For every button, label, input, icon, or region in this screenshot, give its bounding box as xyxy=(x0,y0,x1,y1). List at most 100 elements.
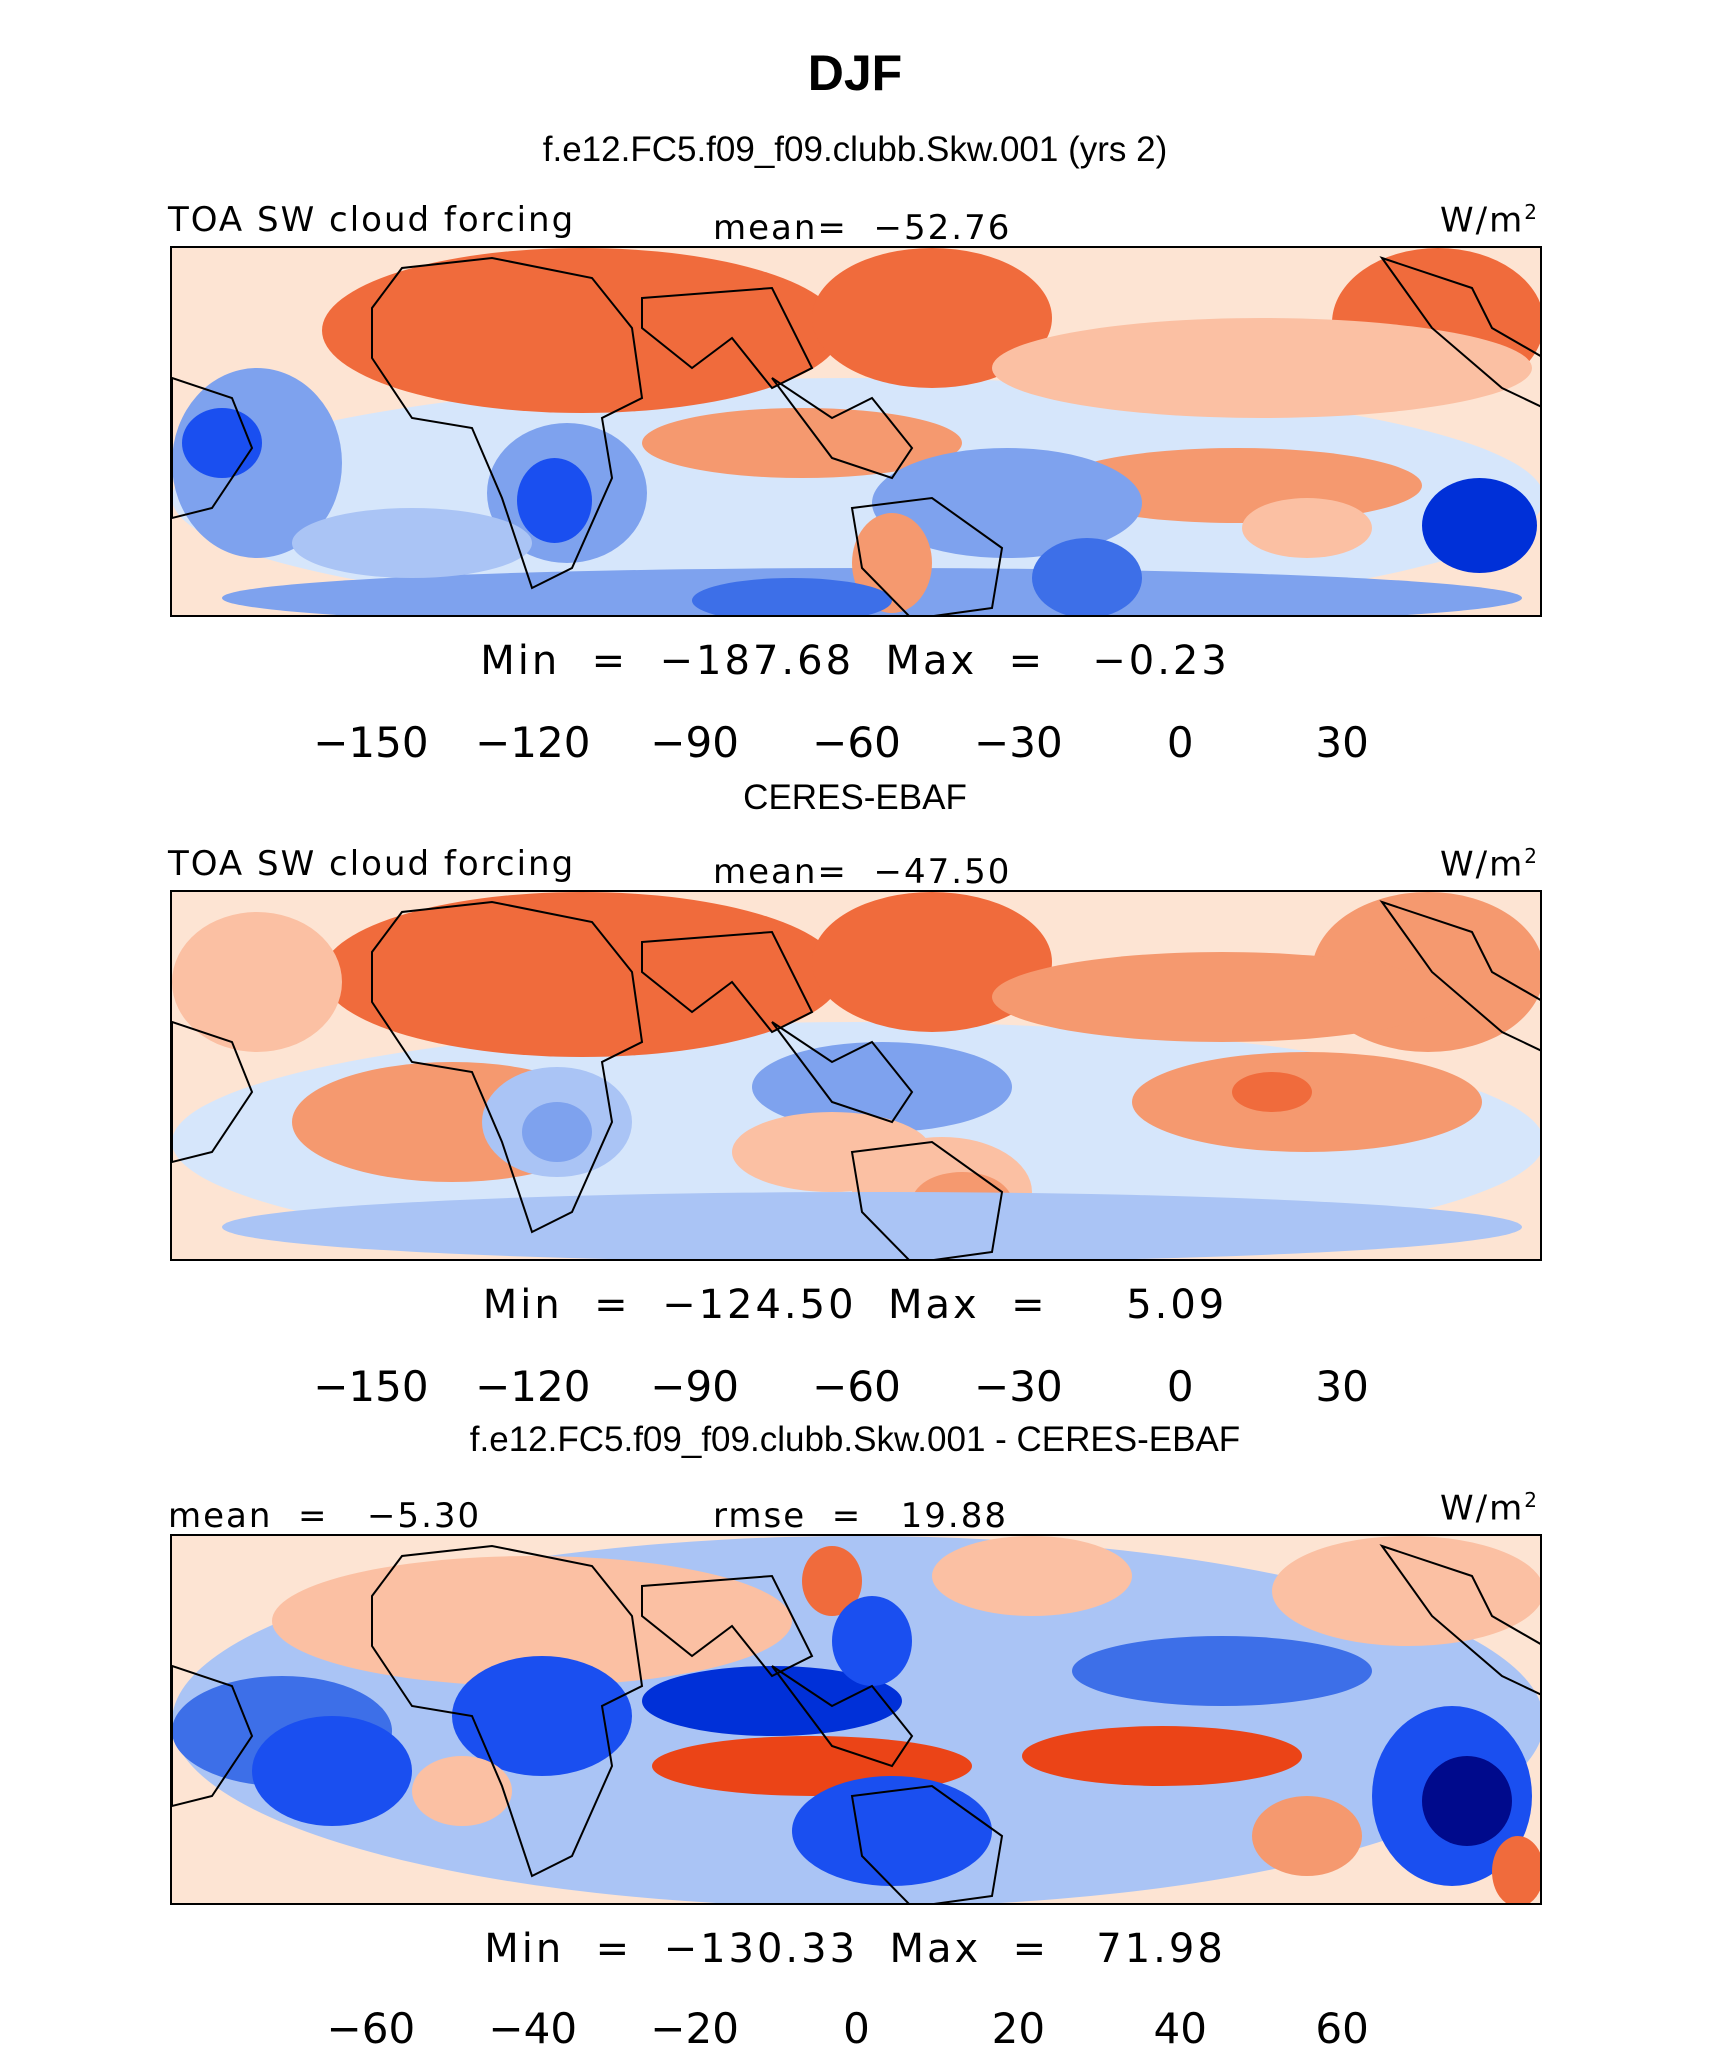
colorbar-tick-label: −150 xyxy=(313,1362,429,1411)
colorbar-tick-label: 40 xyxy=(1153,2004,1207,2053)
figure-title: DJF xyxy=(807,45,903,101)
field-contour-region xyxy=(692,578,892,615)
panel-3-units: W/m2 xyxy=(1440,1488,1539,1529)
panel-2-colorbar xyxy=(209,1326,1504,1360)
field-contour-region xyxy=(222,1192,1522,1259)
coastline xyxy=(172,1020,254,1164)
field-contour-region xyxy=(1492,1836,1540,1903)
field-contour-region xyxy=(752,1042,1012,1132)
panel-1-variable-label: TOA SW cloud forcing xyxy=(168,200,576,240)
field-contour-region xyxy=(322,892,842,1057)
colorbar-tick-label: −30 xyxy=(974,1362,1063,1411)
coastline xyxy=(850,1140,1004,1259)
field-contour-region xyxy=(1132,1052,1482,1152)
panel-3-title: f.e12.FC5.f09_f09.clubb.Skw.001 - CERES-… xyxy=(469,1420,1241,1459)
panel-1-colorbar xyxy=(209,682,1504,716)
field-contour-region xyxy=(832,1596,912,1686)
coastline xyxy=(371,1544,644,1878)
field-contour-region xyxy=(872,448,1142,558)
field-contour-region xyxy=(792,1776,992,1886)
field-contour-region xyxy=(732,1112,932,1192)
panel-1-units: W/m2 xyxy=(1440,200,1539,241)
field-contour-region xyxy=(932,1536,1132,1616)
panel-2-map-field xyxy=(172,892,1540,1259)
colorbar-tick-label: 20 xyxy=(991,2004,1046,2053)
coastline xyxy=(641,1574,814,1678)
panel-2-mean-label: mean= −47.50 xyxy=(713,852,1012,892)
field-contour-region xyxy=(252,1716,412,1826)
colorbar-tick-label: −120 xyxy=(475,1362,591,1411)
panel-2-title: CERES-EBAF xyxy=(743,778,967,817)
panel-3-colorbar-ticks: −60 −40 −20 0 20 40 60 xyxy=(209,2004,1504,2053)
panel-1-map-field xyxy=(172,248,1540,615)
coastline xyxy=(771,1021,914,1124)
colorbar-tick-label: 0 xyxy=(1166,718,1194,767)
field-contour-region xyxy=(412,1756,512,1826)
panel-2-units: W/m2 xyxy=(1440,844,1539,885)
field-contour-region xyxy=(812,248,1052,388)
panel-2-variable-label: TOA SW cloud forcing xyxy=(168,844,576,884)
colorbar-tick-label: −40 xyxy=(488,2004,578,2053)
coastline xyxy=(172,1664,254,1808)
coastline xyxy=(771,1665,914,1768)
field-contour-region xyxy=(1032,538,1142,615)
coastline xyxy=(172,376,254,520)
coastline xyxy=(641,930,814,1034)
field-contour-region xyxy=(992,952,1452,1042)
colorbar-tick-label: −30 xyxy=(974,718,1063,767)
field-contour-region xyxy=(802,1546,862,1616)
colorbar-tick-label: 0 xyxy=(843,2004,870,2053)
field-contour-region xyxy=(1272,1536,1540,1646)
field-contour-region xyxy=(452,1656,632,1776)
coastline xyxy=(641,286,814,390)
field-contour-region xyxy=(517,458,592,543)
colorbar-tick-label: −60 xyxy=(812,1362,901,1411)
colorbar-tick-label: −20 xyxy=(650,2004,739,2053)
colorbar-tick-label: −90 xyxy=(650,718,739,767)
panel-1-colorbar-ticks: −150 −120 −90 −60 −30 0 30 xyxy=(209,718,1504,767)
colorbar-tick-label: 30 xyxy=(1315,1362,1369,1411)
colorbar-tick-label: −120 xyxy=(475,718,591,767)
colorbar-tick-label: −60 xyxy=(812,718,901,767)
field-contour-region xyxy=(1422,478,1537,573)
panel-3-colorbar xyxy=(209,1970,1504,2004)
field-contour-region xyxy=(172,912,342,1052)
panel-3-map-field xyxy=(172,1536,1540,1903)
coastline xyxy=(771,377,914,480)
coastline xyxy=(1379,900,1540,1052)
coastline xyxy=(371,900,644,1234)
coastline xyxy=(371,256,644,590)
panel-1-mean-label: mean= −52.76 xyxy=(713,208,1012,248)
panel-3-rmse-label: rmse = 19.88 xyxy=(713,1496,1008,1536)
field-contour-region xyxy=(1022,1726,1302,1786)
field-contour-region xyxy=(272,1556,792,1686)
field-contour-region xyxy=(1252,1796,1362,1876)
field-contour-region xyxy=(1422,1756,1512,1846)
colorbar-tick-label: −90 xyxy=(650,1362,739,1411)
colorbar-tick-label: −60 xyxy=(326,2004,416,2053)
panel-1-title: f.e12.FC5.f09_f09.clubb.Skw.001 (yrs 2) xyxy=(542,130,1168,169)
field-contour-region xyxy=(1072,1636,1372,1706)
panel-3-mean-label: mean = −5.30 xyxy=(168,1496,482,1536)
panel-1-min-max: Min = −187.68 Max = −0.23 xyxy=(480,638,1230,684)
panel-2-map xyxy=(170,890,1542,1261)
coastline xyxy=(850,1784,1004,1903)
field-contour-region xyxy=(642,1666,902,1736)
field-contour-region xyxy=(292,508,532,578)
field-contour-region xyxy=(642,408,962,478)
panel-3-map xyxy=(170,1534,1542,1905)
colorbar-tick-label: 0 xyxy=(1166,1362,1194,1411)
colorbar-tick-label: 30 xyxy=(1315,718,1369,767)
field-contour-region xyxy=(1232,1072,1312,1112)
coastline xyxy=(850,496,1004,615)
colorbar-tick-label: 60 xyxy=(1315,2004,1369,2053)
field-contour-region xyxy=(522,1102,592,1162)
colorbar-tick-label: −150 xyxy=(313,718,429,767)
coastline xyxy=(1379,256,1540,408)
panel-2-min-max: Min = −124.50 Max = 5.09 xyxy=(482,1282,1228,1328)
coastline xyxy=(1379,1544,1540,1696)
panel-3-min-max: Min = −130.33 Max = 71.98 xyxy=(484,1926,1226,1972)
field-contour-region xyxy=(322,248,842,413)
field-contour-region xyxy=(992,318,1532,418)
field-contour-region xyxy=(1242,498,1372,558)
